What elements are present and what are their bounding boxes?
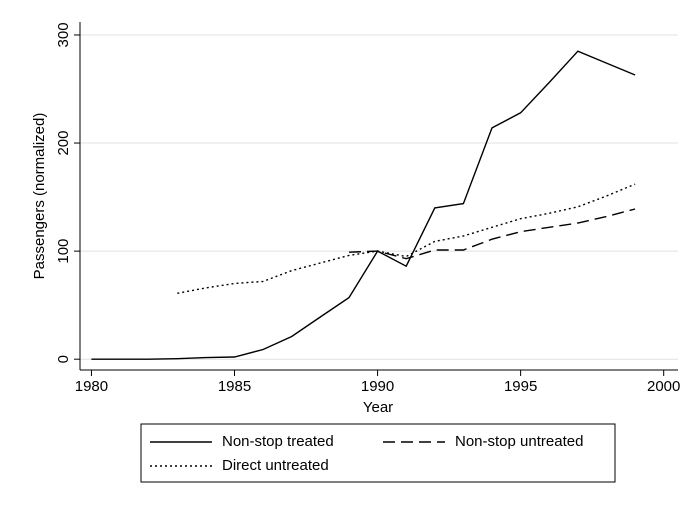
- y-axis-label: Passengers (normalized): [31, 113, 48, 280]
- y-tick-label: 200: [55, 131, 72, 156]
- series-line: [91, 50, 636, 360]
- y-tick-label: 0: [55, 355, 72, 363]
- y-tick-label: 100: [55, 239, 72, 264]
- x-tick-label: 1980: [75, 378, 108, 395]
- x-tick-label: 1995: [504, 378, 537, 395]
- x-tick-label: 1985: [218, 378, 251, 395]
- y-tick-label: 300: [55, 22, 72, 47]
- legend-label: Non-stop treated: [222, 433, 334, 450]
- x-axis-label: Year: [363, 399, 393, 416]
- series-line: [348, 208, 636, 260]
- legend-box: [140, 423, 616, 483]
- legend-label: Direct untreated: [222, 457, 329, 474]
- x-tick-label: 2000: [647, 378, 680, 395]
- legend-label: Non-stop untreated: [455, 433, 583, 450]
- x-tick-label: 1990: [361, 378, 394, 395]
